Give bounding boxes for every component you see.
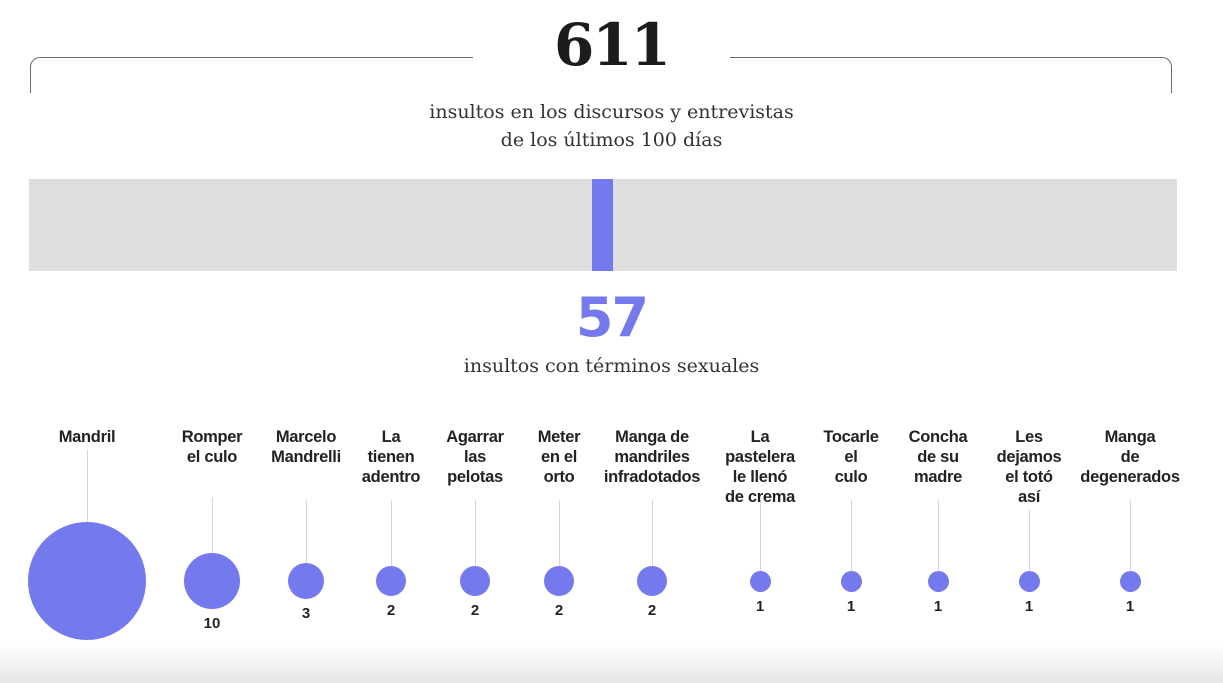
bubble-count: 1: [933, 597, 943, 615]
bubble-label: Manga de mandriles infradotados: [603, 428, 701, 486]
bubble-stem: [851, 500, 852, 581]
bubble-stem: [559, 500, 560, 581]
sexual-insults-caption: insultos con términos sexuales: [463, 355, 760, 377]
bubble-stem: [391, 500, 392, 581]
bubble-count: 2: [386, 602, 396, 619]
bubble-circle: [840, 570, 862, 592]
bubble-stem: [306, 500, 307, 581]
bubble-circle: [460, 566, 490, 596]
bubble-label: Marcelo Mandrelli: [271, 428, 341, 466]
bubble-count: 10: [203, 615, 221, 632]
total-caption-line-2: de los últimos 100 días: [500, 129, 723, 151]
bubble-label: La tienen adentro: [361, 428, 421, 486]
bubble-stem: [87, 450, 88, 581]
bubble-circle: [184, 553, 240, 609]
bubble-circle: [376, 566, 406, 596]
bubble-label: Tocarle el culo: [823, 428, 879, 486]
bubble-count: 1: [1024, 597, 1034, 615]
bubble-count: 2: [647, 602, 657, 619]
total-insults-number: 611: [553, 11, 671, 79]
bubble-stem: [1130, 500, 1131, 581]
bubble-stem: [760, 500, 761, 581]
bubble-label: Concha de su madre: [908, 428, 968, 486]
bubble-circle: [637, 566, 667, 596]
bubble-count: 1: [1125, 597, 1135, 615]
total-insults-caption: insultos en los discursos y entrevistas …: [0, 98, 1223, 154]
bubble-label: Meter en el orto: [537, 428, 581, 486]
sexual-insults-number: 57: [575, 286, 649, 349]
bubble-stem: [652, 500, 653, 581]
bubble-label: La pastelera le llenó de crema: [724, 428, 796, 506]
bubble-label: Manga de degenerados: [1080, 428, 1180, 486]
bubble-label: Agarrar las pelotas: [446, 428, 504, 486]
bracket-gap: [473, 50, 730, 64]
bubble-circle: [1018, 570, 1040, 592]
bubble-label: Les dejamos el totó así: [996, 428, 1062, 506]
bubble-label: Romper el culo: [181, 428, 243, 466]
bubble-circle: [28, 522, 146, 640]
total-caption-line-1: insultos en los discursos y entrevistas: [429, 101, 794, 123]
bubble-stem: [212, 498, 213, 581]
bubble-circle: [1119, 570, 1141, 592]
bubble-stem: [938, 500, 939, 581]
bubble-count: 2: [470, 602, 480, 619]
bottom-fade: [0, 645, 1223, 683]
bubble-circle: [927, 570, 949, 592]
bubble-stem: [475, 500, 476, 581]
bubble-circle: [544, 566, 574, 596]
bubble-count: 1: [755, 597, 765, 615]
bubble-count: 2: [554, 602, 564, 619]
bubble-count: 3: [301, 605, 311, 622]
bubble-label: Mandril: [58, 428, 116, 446]
bubble-circle: [288, 563, 324, 599]
proportion-bar-highlight: [592, 179, 613, 271]
bubble-stem: [1029, 510, 1030, 581]
bubble-count: 1: [846, 597, 856, 615]
bubble-circle: [749, 570, 771, 592]
